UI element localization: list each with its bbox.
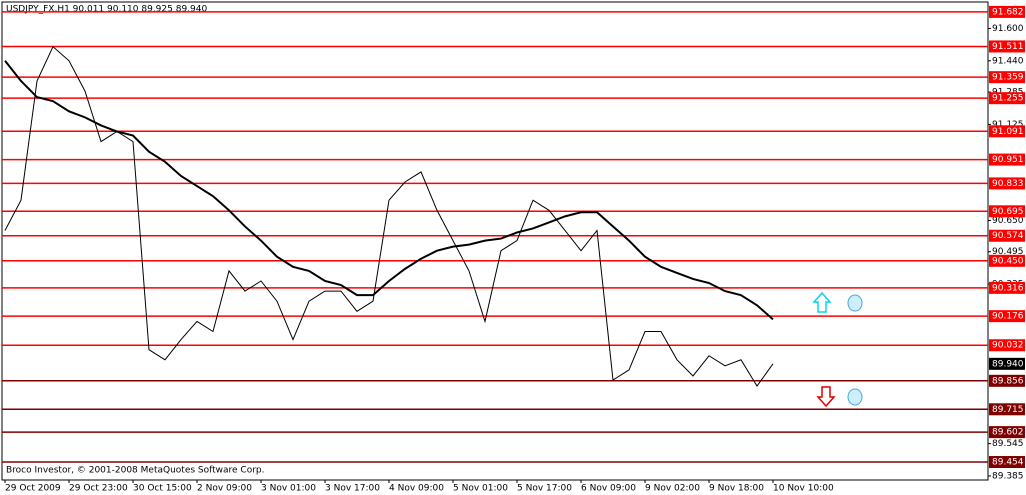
price-line (4, 45, 774, 387)
level-label-box (989, 177, 1025, 190)
x-tick-label: 5 Nov 01:00 (453, 484, 508, 494)
down-arrow (816, 386, 836, 408)
price-line (4, 60, 774, 321)
x-tick-label: 30 Oct 15:00 (133, 484, 192, 494)
level-label-box (989, 125, 1025, 138)
level-label-box (989, 40, 1025, 53)
level-label-box (989, 71, 1025, 84)
thumb-icon (847, 388, 863, 406)
level-label: 90.032 (992, 341, 1024, 351)
current-price-box (989, 357, 1025, 370)
up-arrow (812, 291, 832, 313)
level-label: 91.682 (992, 7, 1024, 17)
level-label: 89.602 (992, 428, 1024, 438)
level-label: 89.454 (992, 458, 1024, 468)
level-label: 91.359 (992, 73, 1024, 83)
plot-area (1, 1, 989, 481)
level-label-box (989, 229, 1025, 242)
level-label: 90.450 (992, 256, 1024, 266)
level-label-box (989, 339, 1025, 352)
level-label-box (989, 92, 1025, 105)
level-label: 90.951 (992, 155, 1024, 165)
x-tick-label: 9 Nov 18:00 (709, 484, 764, 494)
x-tick-label: 10 Nov 10:00 (773, 484, 834, 494)
signal-icons (812, 291, 863, 408)
level-label-box (989, 426, 1025, 439)
current-price-label: 89.940 (992, 359, 1024, 369)
x-tick-label: 29 Oct 23:00 (69, 484, 128, 494)
level-label: 91.091 (992, 127, 1024, 137)
level-label: 91.511 (992, 42, 1024, 52)
level-label: 90.695 (992, 207, 1024, 217)
x-tick-label: 2 Nov 09:00 (197, 484, 252, 494)
level-label: 91.255 (992, 94, 1024, 104)
level-label: 90.833 (992, 179, 1024, 189)
x-tick-label: 6 Nov 09:00 (581, 484, 636, 494)
y-tick-label: 89.545 (992, 439, 1024, 449)
x-tick-label: 5 Nov 17:00 (517, 484, 572, 494)
level-label: 89.856 (992, 376, 1024, 386)
level-label-box (989, 456, 1025, 469)
x-tick-label: 3 Nov 17:00 (325, 484, 380, 494)
thumb-icon (847, 294, 863, 312)
y-tick-label: 91.125 (992, 120, 1024, 130)
level-label-box (989, 403, 1025, 416)
x-tick-label: 9 Nov 02:00 (645, 484, 700, 494)
y-tick-label: 91.440 (992, 56, 1024, 66)
y-tick-label: 90.495 (992, 247, 1024, 257)
x-tick-label: 29 Oct 2009 (5, 484, 61, 494)
level-label: 89.715 (992, 405, 1024, 415)
level-label: 90.316 (992, 283, 1024, 293)
chart-title: USDJPY_FX,H1 90.011 90.110 89.925 89.940 (6, 5, 207, 15)
level-label: 90.176 (992, 312, 1024, 322)
level-label-box (989, 5, 1025, 18)
level-label-box (989, 205, 1025, 218)
level-label-box (989, 254, 1025, 267)
level-label-box (989, 374, 1025, 387)
x-tick-label: 4 Nov 09:00 (389, 484, 444, 494)
y-tick-label: 89.385 (992, 471, 1024, 481)
x-tick-label: 3 Nov 01:00 (261, 484, 316, 494)
level-label: 90.574 (992, 231, 1024, 241)
level-label-box (989, 310, 1025, 323)
level-label-box (989, 153, 1025, 166)
footer: Broco Investor, © 2001-2008 MetaQuotes S… (6, 466, 265, 476)
y-tick-label: 91.600 (992, 24, 1024, 34)
y-tick-label: 90.650 (992, 216, 1024, 226)
level-label-box (989, 281, 1025, 294)
